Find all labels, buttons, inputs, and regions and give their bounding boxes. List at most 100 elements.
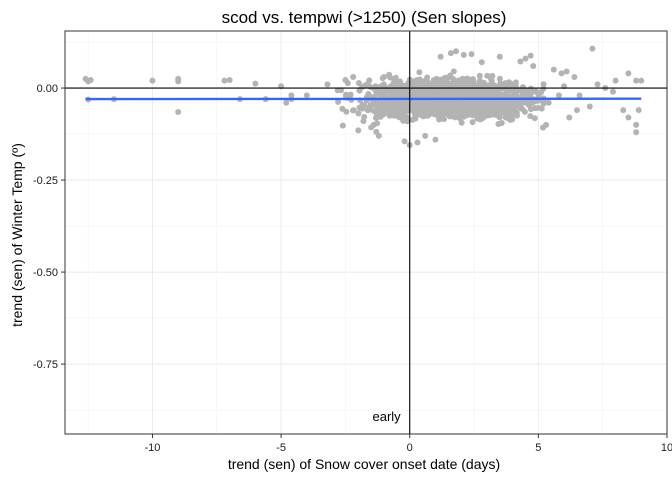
data-point (426, 110, 433, 117)
data-point (343, 108, 350, 115)
data-point (430, 83, 437, 90)
data-point (416, 101, 423, 108)
data-point (149, 77, 156, 84)
data-point (520, 91, 527, 98)
data-point (470, 79, 477, 86)
data-point (401, 138, 408, 145)
data-point (423, 86, 430, 93)
chart-title: scod vs. tempwi (>1250) (Sen slopes) (222, 8, 507, 27)
data-point (395, 90, 402, 97)
data-point (504, 114, 511, 121)
data-point (519, 84, 526, 91)
data-point (480, 87, 487, 94)
data-point (454, 87, 461, 94)
data-point (425, 105, 432, 112)
data-point (540, 81, 547, 88)
data-point (413, 89, 420, 96)
data-point (393, 84, 400, 91)
data-point (422, 132, 429, 139)
data-point (453, 48, 460, 55)
data-point (510, 89, 517, 96)
data-point (465, 90, 472, 97)
x-tick-label: 0 (407, 442, 413, 454)
data-point (469, 119, 476, 126)
data-point (499, 108, 506, 115)
data-point (535, 104, 542, 111)
y-tick-label: -0.25 (33, 175, 58, 187)
data-point (589, 45, 596, 52)
data-point (87, 76, 94, 83)
data-point (410, 101, 417, 108)
y-tick-label: -0.75 (33, 359, 58, 371)
data-point (586, 103, 593, 110)
data-point (527, 52, 534, 59)
x-tick-label: -5 (276, 442, 286, 454)
data-point (438, 103, 445, 110)
data-point (416, 76, 423, 83)
annotations: early (372, 409, 401, 424)
data-point (534, 89, 541, 96)
data-point (476, 72, 483, 79)
data-point (563, 68, 570, 75)
data-point (347, 91, 354, 98)
data-point (391, 112, 398, 119)
data-point (416, 69, 423, 76)
data-point (477, 80, 484, 87)
data-point (566, 114, 573, 121)
data-point (401, 92, 408, 99)
data-point (495, 121, 502, 128)
data-point (470, 105, 477, 112)
data-point (456, 110, 463, 117)
data-point (433, 90, 440, 97)
data-point (573, 107, 580, 114)
data-point (571, 74, 578, 81)
data-point (461, 82, 468, 89)
data-point (460, 51, 467, 58)
data-point (359, 101, 366, 108)
data-point (377, 113, 384, 120)
data-point (475, 103, 482, 110)
data-point (638, 77, 645, 84)
data-point (447, 72, 454, 79)
data-point (481, 111, 488, 118)
data-point (405, 108, 412, 115)
data-point (497, 80, 504, 87)
data-point (226, 76, 233, 83)
plot-panel-border (64, 30, 668, 435)
data-point (485, 104, 492, 111)
data-point (633, 121, 640, 128)
data-point (524, 98, 531, 105)
data-point (527, 113, 534, 120)
data-point (457, 115, 464, 122)
data-point (221, 77, 228, 84)
data-point (384, 88, 391, 95)
data-point (252, 80, 259, 87)
data-point (342, 76, 349, 83)
data-point (487, 75, 494, 82)
reference-lines (65, 31, 667, 434)
data-point (429, 106, 436, 113)
data-point (435, 110, 442, 117)
data-point (375, 132, 382, 139)
data-point (612, 77, 619, 84)
data-point (442, 74, 449, 81)
data-point (478, 59, 485, 66)
data-point (609, 88, 616, 95)
data-point (391, 77, 398, 84)
data-point (456, 104, 463, 111)
data-point (447, 50, 454, 57)
data-point (461, 77, 468, 84)
data-point (530, 62, 537, 69)
data-point (531, 115, 538, 122)
data-point (377, 106, 384, 113)
y-axis-title: trend (sen) of Winter Temp (º) (9, 143, 25, 327)
data-point (350, 74, 357, 81)
plot-panel-background (65, 31, 667, 434)
x-axis-ticks: -10 -5 0 5 10 (145, 434, 672, 454)
data-point (386, 71, 393, 78)
data-point (545, 99, 552, 106)
data-point (448, 113, 455, 120)
data-point (625, 70, 632, 77)
data-point (437, 53, 444, 60)
